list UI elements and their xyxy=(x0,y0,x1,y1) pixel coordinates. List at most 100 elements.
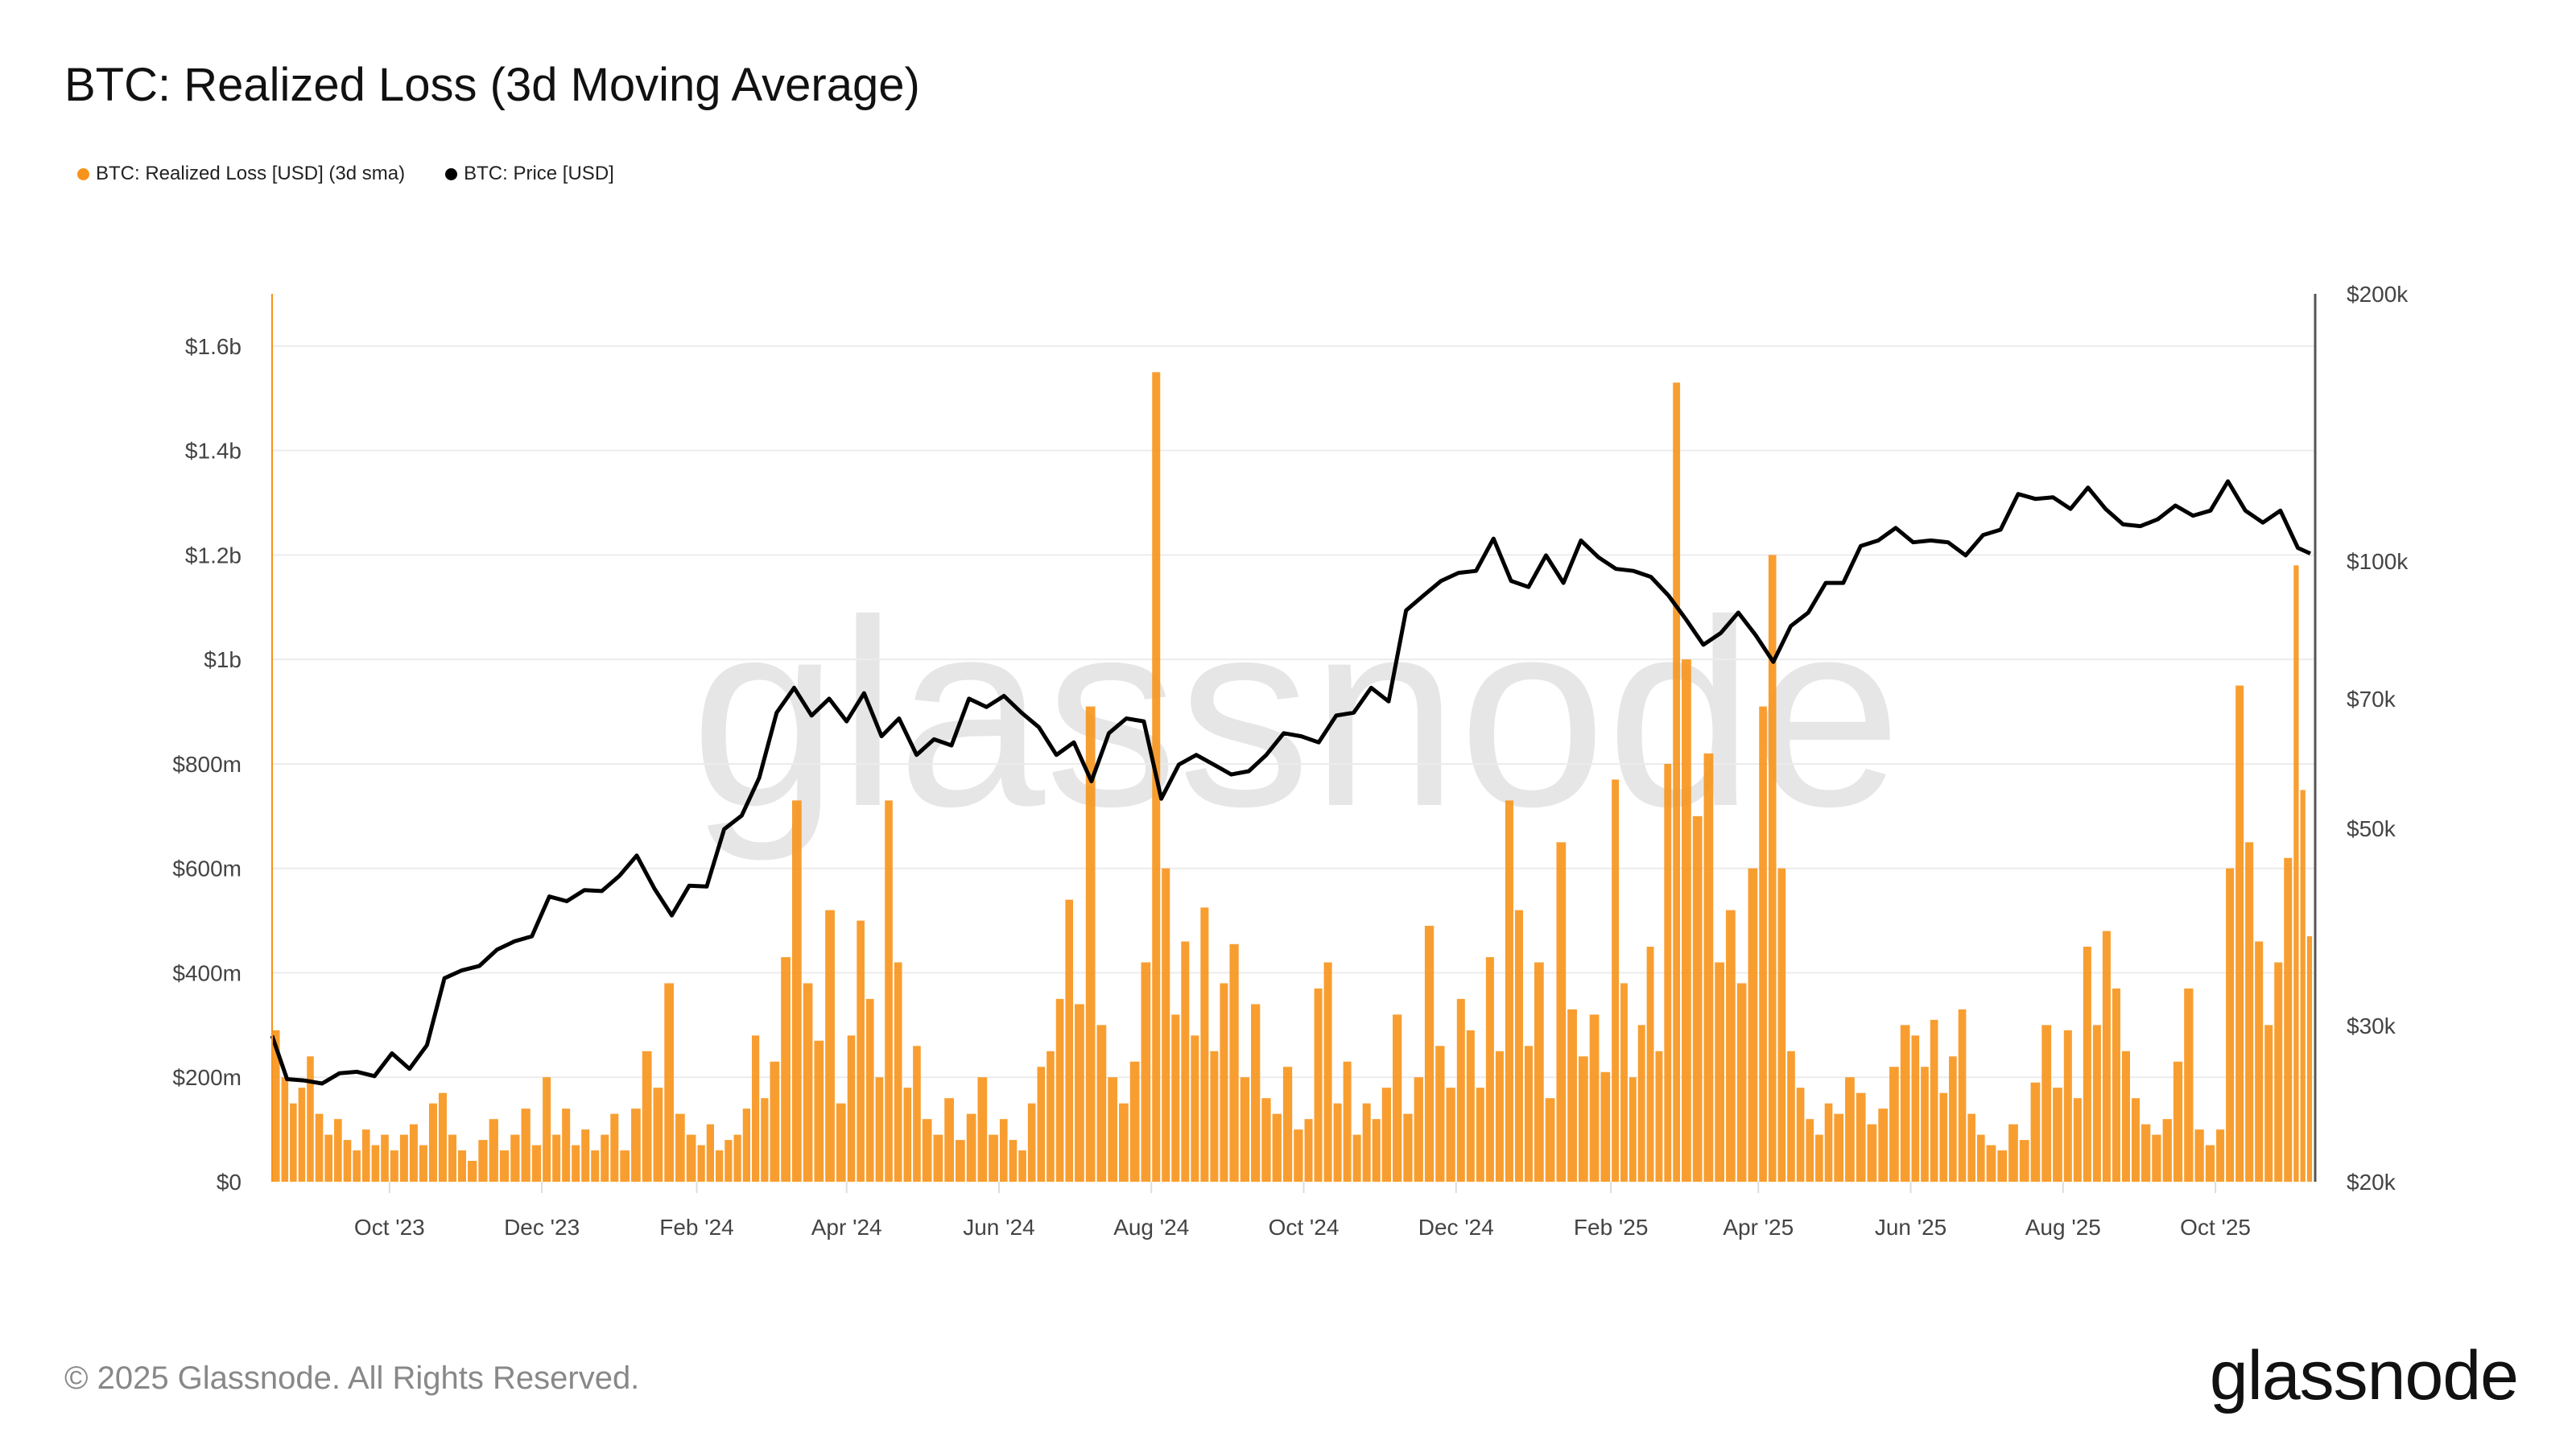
loss-bar xyxy=(1282,1067,1293,1182)
loss-bar xyxy=(2216,1129,2225,1182)
loss-bar xyxy=(510,1134,520,1182)
y-left-tick-label: $400m xyxy=(172,960,242,985)
loss-bar xyxy=(1352,1134,1361,1182)
loss-bar xyxy=(2053,1088,2062,1182)
loss-bar xyxy=(2306,936,2313,1182)
y-right-tick-label: $200k xyxy=(2347,282,2409,307)
loss-bar xyxy=(955,1140,965,1182)
loss-bar xyxy=(1119,1103,1129,1182)
loss-bar xyxy=(1343,1061,1352,1182)
loss-bar xyxy=(1856,1092,1866,1182)
loss-bar xyxy=(761,1098,769,1182)
loss-bar xyxy=(631,1108,641,1182)
loss-bar xyxy=(409,1124,418,1182)
loss-bar xyxy=(1824,1103,1833,1182)
loss-bar xyxy=(2255,941,2264,1182)
loss-bar xyxy=(543,1077,551,1182)
legend-item-price[interactable]: BTC: Price [USD] xyxy=(445,163,614,185)
loss-bar xyxy=(1878,1108,1889,1182)
loss-bar xyxy=(1085,706,1096,1182)
loss-bar xyxy=(1692,815,1703,1182)
y-left-tick-label: $1.6b xyxy=(185,334,242,359)
loss-bar xyxy=(572,1145,580,1182)
loss-bar xyxy=(1921,1067,1929,1182)
y-right-tick-label: $50k xyxy=(2347,816,2396,841)
loss-bar xyxy=(1381,1088,1392,1182)
chart-title: BTC: Realized Loss (3d Moving Average) xyxy=(64,59,920,111)
glassnode-logo: glassnode xyxy=(2209,1337,2519,1414)
loss-bar xyxy=(273,1030,280,1182)
loss-bar xyxy=(399,1134,408,1182)
loss-bar xyxy=(1403,1113,1413,1182)
loss-bar xyxy=(733,1134,741,1182)
loss-bar xyxy=(1200,907,1209,1182)
loss-bar xyxy=(531,1145,542,1182)
loss-bar xyxy=(1141,962,1151,1182)
loss-bar xyxy=(664,983,675,1182)
loss-bar xyxy=(458,1150,467,1182)
loss-bar xyxy=(1162,868,1170,1182)
loss-bar xyxy=(1787,1051,1795,1182)
loss-bar xyxy=(1424,926,1435,1182)
loss-bar xyxy=(857,920,865,1182)
loss-bar xyxy=(489,1119,498,1182)
loss-bar xyxy=(1108,1077,1118,1182)
loss-bar xyxy=(448,1134,457,1182)
loss-bar xyxy=(1435,1046,1445,1182)
loss-bar xyxy=(324,1134,333,1182)
loss-bar xyxy=(1815,1134,1823,1182)
legend-dot-black xyxy=(445,167,458,180)
x-tick-label: Aug '24 xyxy=(1113,1215,1189,1240)
loss-bar xyxy=(903,1088,912,1182)
loss-bar xyxy=(1629,1077,1637,1182)
loss-bar xyxy=(1393,1014,1402,1182)
loss-bar xyxy=(521,1108,530,1182)
loss-bar xyxy=(1655,1051,1663,1182)
loss-bar xyxy=(1171,1014,1180,1182)
loss-bar xyxy=(1314,988,1323,1182)
loss-bar xyxy=(371,1145,380,1182)
loss-bar xyxy=(1889,1067,1899,1182)
loss-bar xyxy=(1261,1098,1271,1182)
x-tick-label: Dec '23 xyxy=(504,1215,580,1240)
loss-bar xyxy=(715,1150,724,1182)
loss-bar xyxy=(922,1119,932,1182)
loss-bar xyxy=(1726,910,1736,1182)
loss-bar xyxy=(1251,1004,1261,1182)
loss-bar xyxy=(1796,1088,1805,1182)
loss-bar xyxy=(1075,1004,1084,1182)
loss-bar xyxy=(2083,947,2091,1182)
loss-bar xyxy=(2293,565,2299,1182)
loss-bar xyxy=(1476,1088,1484,1182)
loss-bar xyxy=(1495,1051,1504,1182)
legend-item-realized-loss[interactable]: BTC: Realized Loss [USD] (3d sma) xyxy=(77,163,405,185)
loss-bar xyxy=(307,1056,314,1182)
loss-bar xyxy=(1181,941,1190,1182)
loss-bar xyxy=(1949,1056,1957,1182)
loss-bar xyxy=(847,1035,856,1182)
y-left-tick-label: $600m xyxy=(172,857,242,881)
loss-bar xyxy=(1229,943,1239,1182)
copyright: © 2025 Glassnode. All Rights Reserved. xyxy=(64,1360,640,1396)
x-tick-label: Aug '25 xyxy=(2025,1215,2101,1240)
x-tick-label: Oct '25 xyxy=(2180,1215,2251,1240)
loss-bar xyxy=(2300,790,2306,1182)
loss-bar xyxy=(836,1103,846,1182)
loss-bar xyxy=(2152,1134,2161,1182)
loss-bar xyxy=(1065,899,1074,1182)
loss-bar xyxy=(814,1040,824,1182)
loss-bar xyxy=(1967,1113,1975,1182)
loss-bar xyxy=(1834,1113,1844,1182)
loss-bar xyxy=(1612,779,1620,1182)
x-tick-label: Jun '25 xyxy=(1875,1215,1946,1240)
loss-bar xyxy=(751,1035,760,1182)
y-left-tick-label: $800m xyxy=(172,752,242,777)
loss-bar xyxy=(1578,1056,1588,1182)
x-tick-label: Apr '24 xyxy=(811,1215,882,1240)
loss-bar xyxy=(1646,947,1654,1182)
loss-bar xyxy=(1210,1051,1219,1182)
loss-bar xyxy=(1768,555,1777,1182)
y-left-tick-label: $1.4b xyxy=(185,439,242,464)
loss-bar xyxy=(1845,1077,1855,1182)
